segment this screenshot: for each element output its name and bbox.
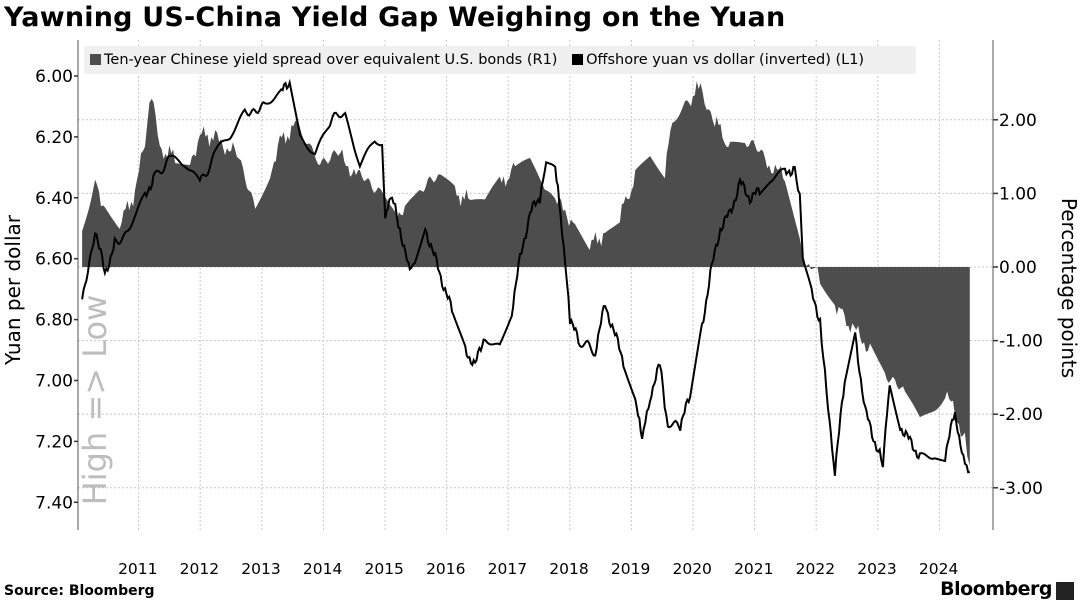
right-tick-label: 0.00 xyxy=(999,258,1037,278)
left-tick-label: 6.20 xyxy=(35,128,73,148)
bloomberg-logo: Bloomberg xyxy=(940,578,1052,600)
legend-swatch-yuan xyxy=(572,54,584,65)
x-tick-label: 2016 xyxy=(426,560,465,578)
right-tick-label: -3.00 xyxy=(999,479,1043,499)
x-tick-label: 2015 xyxy=(364,560,403,578)
left-tick-label: 7.00 xyxy=(35,372,73,392)
left-axis-label: Yuan per dollar xyxy=(1,214,25,366)
legend-label-spread: Ten-year Chinese yield spread over equiv… xyxy=(104,52,558,68)
left-tick-label: 7.40 xyxy=(35,493,73,513)
x-tick-label: 2023 xyxy=(857,560,896,578)
x-tick-label: 2019 xyxy=(611,560,650,578)
spread-area xyxy=(82,81,970,466)
x-tick-label: 2013 xyxy=(241,560,280,578)
right-tick-label: 2.00 xyxy=(999,111,1037,131)
yuan-series xyxy=(81,78,971,476)
x-tick-label: 2014 xyxy=(303,560,342,578)
x-tick-label: 2017 xyxy=(488,560,527,578)
left-tick-label: 7.20 xyxy=(35,432,73,452)
chart-title: Yawning US-China Yield Gap Weighing on t… xyxy=(4,2,786,33)
right-tick-label: -2.00 xyxy=(999,405,1043,425)
yuan-line xyxy=(81,78,971,476)
source-note: Source: Bloomberg xyxy=(4,583,155,599)
x-tick-label: 2012 xyxy=(180,560,219,578)
left-tick-label: 6.40 xyxy=(35,189,73,209)
bloomberg-logo-icon xyxy=(1056,582,1074,600)
left-tick-label: 6.80 xyxy=(35,311,73,331)
legend-label-yuan: Offshore yuan vs dollar (inverted) (L1) xyxy=(586,52,865,68)
x-tick-label: 2024 xyxy=(919,560,958,578)
inverted-axis-watermark: High => Low xyxy=(76,295,114,506)
legend: Ten-year Chinese yield spread over equiv… xyxy=(84,46,916,74)
legend-swatch-spread xyxy=(90,54,101,65)
right-axis-label: Percentage points xyxy=(1057,198,1080,378)
x-tick-label: 2021 xyxy=(734,560,773,578)
x-tick-label: 2020 xyxy=(672,560,711,578)
x-tick-label: 2011 xyxy=(118,560,157,578)
x-tick-label: 2018 xyxy=(549,560,588,578)
right-tick-label: 1.00 xyxy=(999,184,1037,204)
left-tick-label: 6.00 xyxy=(35,67,73,87)
spread-series xyxy=(82,81,970,466)
x-tick-label: 2022 xyxy=(796,560,835,578)
right-tick-label: -1.00 xyxy=(999,332,1043,352)
axes: 6.00 6.20 6.40 6.60 6.80 7.00 7.20 7.40 2.00 1.00… xyxy=(1,40,1080,578)
left-tick-label: 6.60 xyxy=(35,250,73,270)
